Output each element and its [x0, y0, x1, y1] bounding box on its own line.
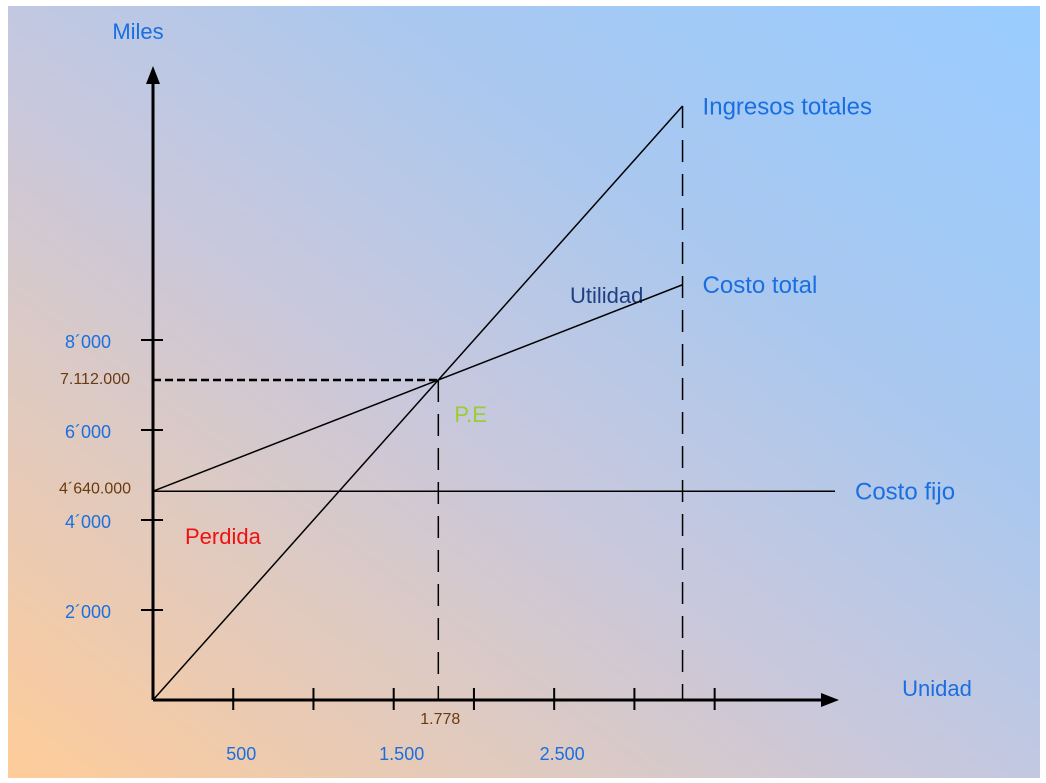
x-tick-label: 1.500 — [379, 744, 424, 764]
series-line — [152, 284, 683, 492]
x-axis-label: Unidad — [902, 676, 972, 701]
loss-label: Perdida — [185, 524, 262, 549]
break-even-label: P.E — [454, 402, 487, 427]
x-axis-arrow — [821, 693, 839, 707]
slide-background — [8, 6, 1040, 778]
x-tick-label: 500 — [226, 744, 256, 764]
y-tick-label: 8´000 — [65, 332, 111, 352]
series-line — [152, 105, 684, 701]
series-label: Costo fijo — [855, 479, 955, 506]
break-even-x-label: 1.778 — [420, 711, 460, 728]
break-even-y-label: 7.112.000 — [60, 371, 130, 388]
y-tick-label: 4´000 — [65, 512, 111, 532]
x-tick-label: 2.500 — [540, 744, 585, 764]
series-value-label: 4´640.000 — [59, 480, 131, 497]
y-axis-label: Miles — [112, 19, 163, 44]
series-label: Costo total — [703, 272, 818, 299]
y-axis-arrow — [146, 66, 160, 84]
series-label: Ingresos totales — [703, 93, 872, 120]
y-tick-label: 2´000 — [65, 602, 111, 622]
profit-label: Utilidad — [570, 283, 643, 308]
y-tick-label: 6´000 — [65, 422, 111, 442]
